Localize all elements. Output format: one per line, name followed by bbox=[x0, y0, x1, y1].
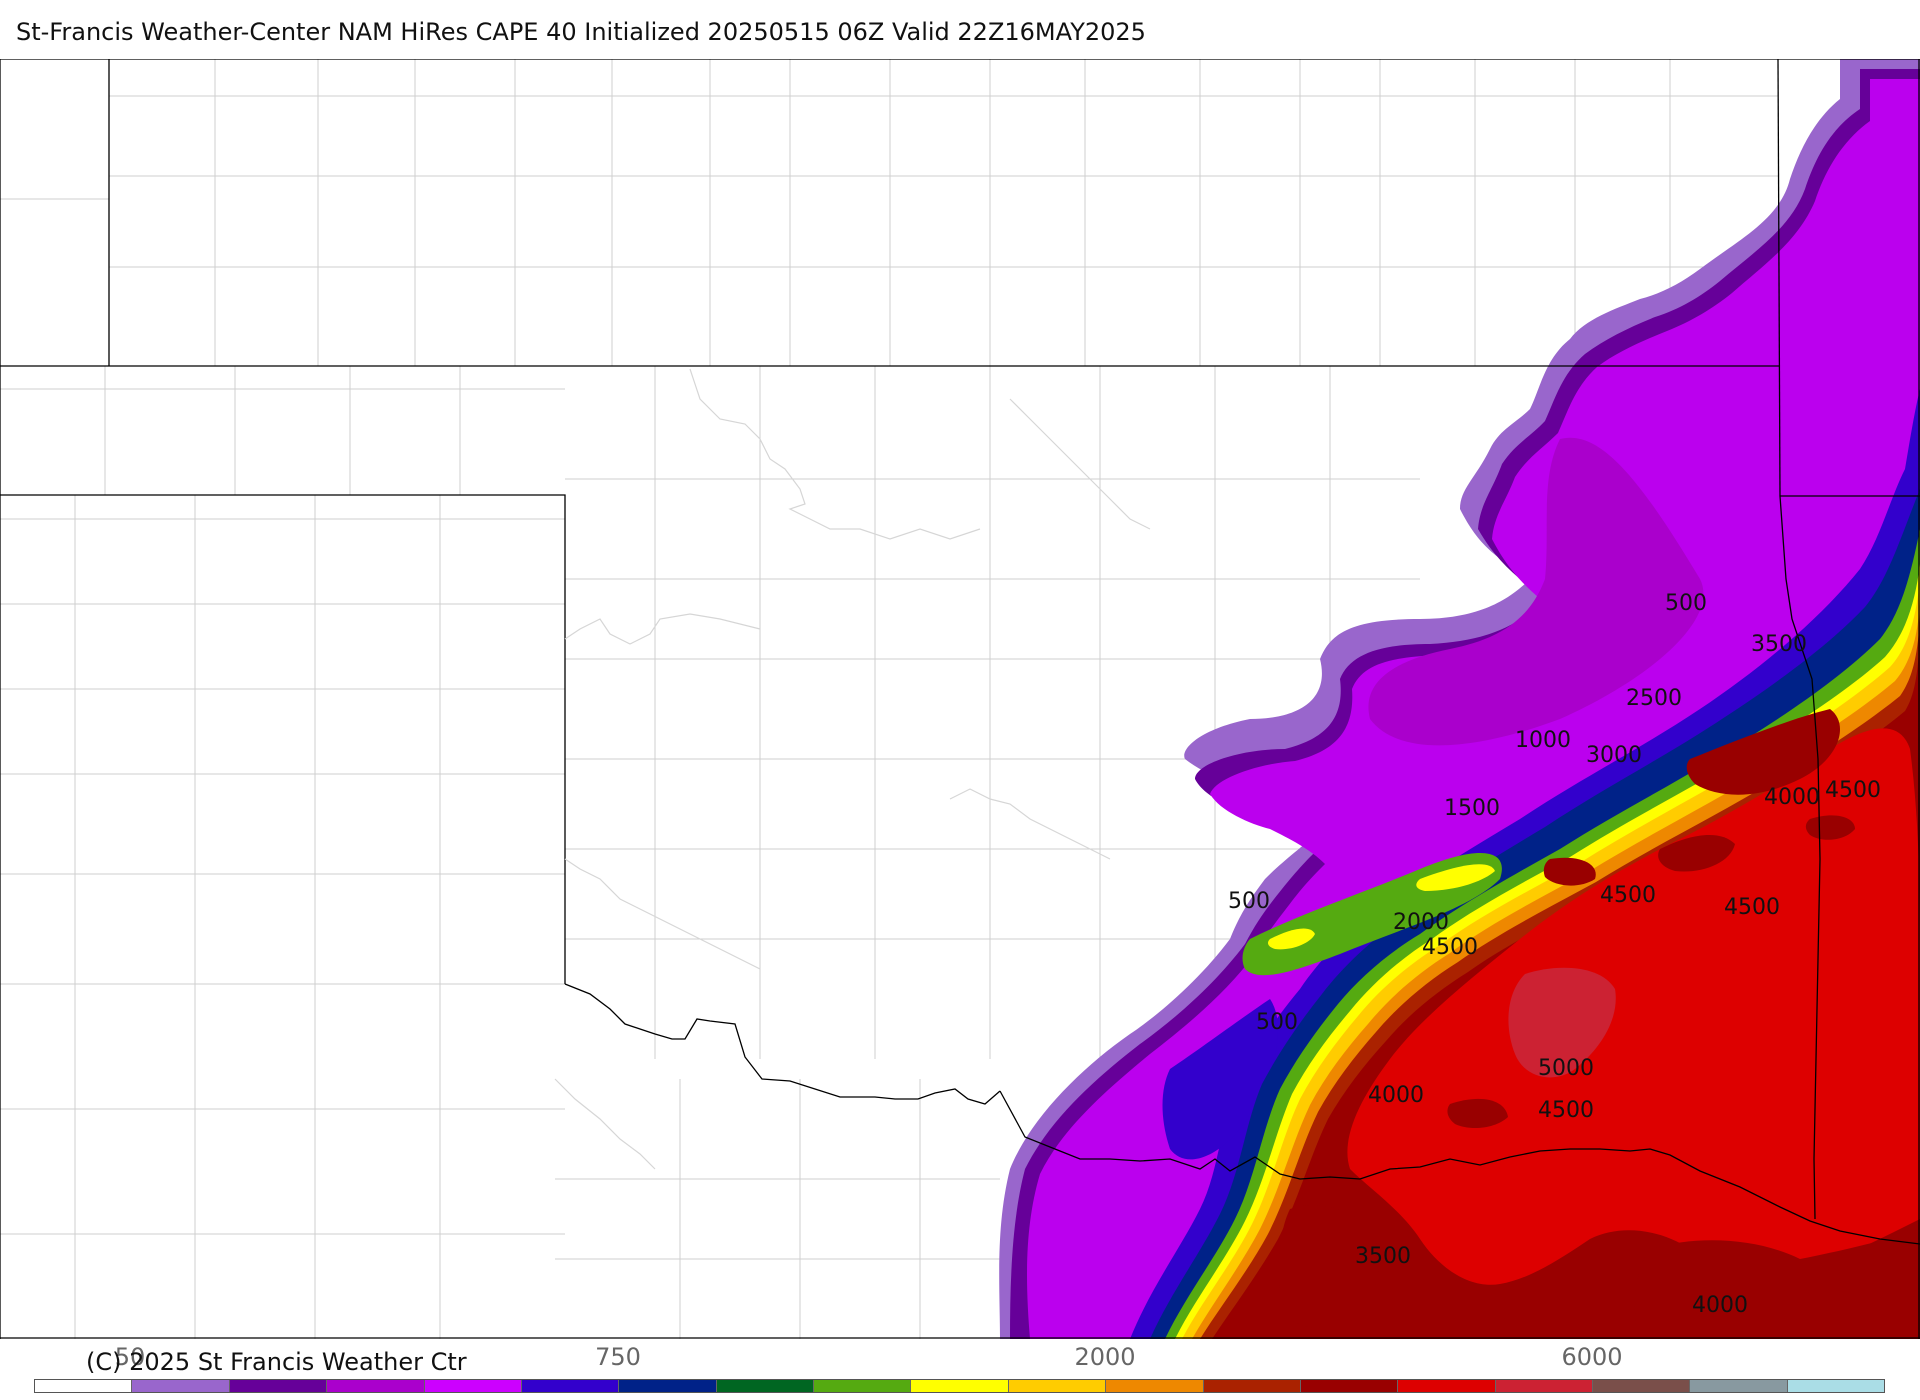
cape-band-deep-magenta bbox=[1368, 437, 1704, 746]
contour-label-1000: 1000 bbox=[1515, 728, 1571, 753]
contour-label-4500-c2: 4500 bbox=[1600, 883, 1656, 908]
county-grid bbox=[0, 59, 1778, 1339]
colorbar-tick-2000: 2000 bbox=[1074, 1343, 1136, 1371]
colorbar-segment bbox=[132, 1380, 230, 1392]
colorbar-segment bbox=[911, 1380, 1009, 1392]
colorbar-segment bbox=[1495, 1380, 1593, 1392]
cape-patch-dark-red-6 bbox=[1805, 815, 1855, 840]
colorbar-segment bbox=[35, 1380, 133, 1392]
contour-label-500-w: 500 bbox=[1228, 889, 1270, 914]
contour-label-3500-sw: 3500 bbox=[1355, 1244, 1411, 1269]
contour-label-2000: 2000 bbox=[1393, 910, 1449, 935]
colorbar-segment bbox=[327, 1380, 425, 1392]
cape-patch-dark-red-5 bbox=[1447, 1098, 1508, 1129]
contour-label-500-ne: 500 bbox=[1665, 591, 1707, 616]
colorbar-segment bbox=[1593, 1380, 1691, 1392]
contour-label-3000: 3000 bbox=[1586, 743, 1642, 768]
colorbar-segment bbox=[1787, 1380, 1885, 1392]
cape-patch-crimson bbox=[1508, 967, 1616, 1078]
contour-label-3500-ne: 3500 bbox=[1751, 632, 1807, 657]
contour-label-500-sw: 500 bbox=[1256, 1010, 1298, 1035]
colorbar-segment bbox=[814, 1380, 912, 1392]
colorbar-segment bbox=[716, 1380, 814, 1392]
cape-band-red bbox=[1347, 728, 1920, 1285]
colorbar-segment bbox=[1106, 1380, 1204, 1392]
colorbar-segment bbox=[619, 1380, 717, 1392]
copyright-notice: (C) 2025 St Francis Weather Ctr bbox=[86, 1348, 467, 1376]
colorbar-segment bbox=[1398, 1380, 1496, 1392]
contour-label-4500-s: 4500 bbox=[1538, 1098, 1594, 1123]
cape-patch-dark-red-se bbox=[1634, 1229, 1920, 1339]
contour-labels: 500 3500 2500 1000 3000 4000 4500 1500 5… bbox=[1228, 591, 1881, 1318]
colorbar-segment bbox=[1690, 1380, 1788, 1392]
contour-label-4000-ne: 4000 bbox=[1764, 785, 1820, 810]
colorbar-tick-750: 750 bbox=[595, 1343, 641, 1371]
map-title: St-Francis Weather-Center NAM HiRes CAPE… bbox=[16, 18, 1146, 46]
contour-label-5000: 5000 bbox=[1538, 1056, 1594, 1081]
colorbar-tick-6000: 6000 bbox=[1561, 1343, 1623, 1371]
contour-label-2500: 2500 bbox=[1626, 686, 1682, 711]
colorbar-segment bbox=[521, 1380, 620, 1392]
contour-label-1500: 1500 bbox=[1444, 796, 1500, 821]
cape-patch-dark-red-1 bbox=[1686, 709, 1840, 795]
river-boundaries bbox=[554, 368, 1151, 1170]
contour-label-4500-c1: 4500 bbox=[1422, 935, 1478, 960]
colorbar-segment bbox=[1203, 1380, 1301, 1392]
cape-band-blue-north bbox=[1162, 999, 1279, 1160]
cape-patch-dark-red-2 bbox=[1658, 834, 1735, 872]
colorbar-segment bbox=[1300, 1380, 1399, 1392]
colorbar-segment bbox=[1008, 1380, 1107, 1392]
cape-shading bbox=[999, 59, 1920, 1339]
cape-patch-dark-red-sw bbox=[1278, 1205, 1379, 1329]
colorbar-segment bbox=[229, 1380, 328, 1392]
cape-map[interactable]: 500 3500 2500 1000 3000 4000 4500 1500 5… bbox=[0, 59, 1920, 1339]
contour-label-4500-c3: 4500 bbox=[1724, 895, 1780, 920]
colorbar-segment bbox=[424, 1380, 522, 1392]
contour-label-4000-se: 4000 bbox=[1692, 1293, 1748, 1318]
cape-colorbar bbox=[34, 1379, 1885, 1393]
cape-band-yellow-west bbox=[1267, 928, 1315, 950]
contour-label-4500-e: 4500 bbox=[1825, 778, 1881, 803]
cape-patch-dark-red-3 bbox=[1543, 857, 1596, 886]
state-boundaries bbox=[0, 59, 1920, 1339]
cape-band-yellow-mid bbox=[1416, 864, 1495, 891]
colorbar-tick-50: 50 bbox=[114, 1343, 146, 1371]
contour-label-4000-s: 4000 bbox=[1368, 1083, 1424, 1108]
